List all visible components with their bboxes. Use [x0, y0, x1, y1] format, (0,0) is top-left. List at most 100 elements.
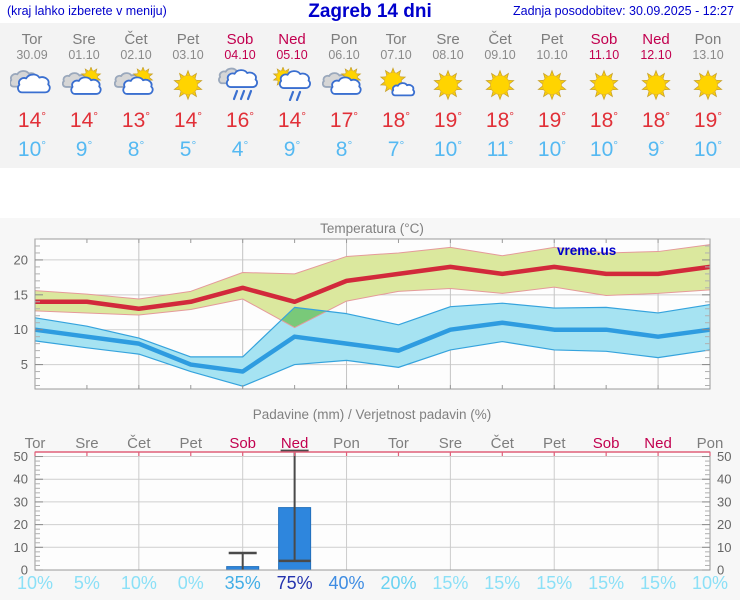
high-temp: 16° [225, 109, 255, 132]
temperature-chart: 5 10 15 20 [14, 238, 711, 390]
sunny-icon [630, 67, 682, 103]
day-name: Sre [436, 31, 460, 48]
day-column-sre-08.10[interactable]: Sre 08.10 19° 10° [422, 23, 474, 168]
high-temp: 18° [485, 109, 515, 132]
day-date: 05.10 [276, 48, 308, 62]
precip-probability-label: 20% [380, 573, 416, 593]
precip-probability-label: 75% [277, 573, 313, 593]
low-temp: 10° [693, 138, 723, 161]
day-name: Tor [21, 31, 43, 48]
day-column-tor-07.10[interactable]: Tor 07.10 18° 7° [370, 23, 422, 168]
high-temp: 14° [173, 109, 203, 132]
day-column-sob-04.10[interactable]: Sob 04.10 16° 4° [214, 23, 266, 168]
day-column-pon-13.10[interactable]: Pon 13.10 19° 10° [682, 23, 734, 168]
partly-cloudy-icon [318, 66, 370, 103]
precip-probability-label: 15% [536, 573, 572, 593]
low-temp: 8° [335, 138, 353, 161]
sunny-icon [682, 67, 734, 103]
day-column-tor-30.09[interactable]: Tor 30.09 14° 10° [6, 23, 58, 168]
precip-y-tick-label: 50 [14, 449, 28, 464]
precip-day-label: Pon [697, 435, 724, 452]
low-temp: 11° [486, 138, 514, 161]
precip-probability-label: 10% [17, 573, 53, 593]
day-date: 10.10 [536, 48, 568, 62]
precip-y-tick-label: 0 [21, 563, 28, 578]
precip-day-label: Sre [75, 435, 98, 452]
temp-y-tick-label: 10 [14, 322, 28, 337]
low-temp: 9° [75, 138, 93, 161]
day-column-sob-11.10[interactable]: Sob 11.10 18° 10° [578, 23, 630, 168]
day-column-ned-12.10[interactable]: Ned 12.10 18° 9° [630, 23, 682, 168]
low-temp: 10° [589, 138, 619, 161]
mostly-sunny-icon [370, 67, 422, 103]
high-temp: 13° [121, 109, 151, 132]
day-date: 06.10 [328, 48, 360, 62]
high-temp: 18° [641, 109, 671, 132]
precip-probability-label: 10% [692, 573, 728, 593]
precip-probability-label: 5% [74, 573, 100, 593]
temp-y-tick-label: 20 [14, 252, 28, 267]
day-date: 04.10 [224, 48, 256, 62]
low-temp: 10° [17, 138, 47, 161]
high-temp: 18° [381, 109, 411, 132]
precip-y-tick-label: 30 [717, 494, 731, 509]
precip-day-label: Čet [491, 435, 515, 452]
temperature-chart-title: Temperatura (°C) [320, 221, 424, 236]
day-column-pon-06.10[interactable]: Pon 06.10 17° 8° [318, 23, 370, 168]
day-date: 30.09 [16, 48, 48, 62]
location-menu-hint: (kraj lahko izberete v meniju) [7, 4, 167, 18]
high-temp: 18° [589, 109, 619, 132]
sunny-icon [162, 67, 214, 103]
day-name: Pon [330, 31, 358, 48]
charts-svg: Temperatura (°C) 5 10 15 20 vreme.us Padavi… [14, 221, 732, 593]
day-column-pet-03.10[interactable]: Pet 03.10 14° 5° [162, 23, 214, 168]
precipitation-chart-title: Padavine (mm) / Verjetnost padavin (%) [253, 407, 492, 422]
low-temp: 10° [433, 138, 463, 161]
sunny-icon [422, 67, 474, 103]
precip-probability-label: 15% [640, 573, 676, 593]
precip-y-tick-label: 10 [14, 540, 28, 555]
header-bar: (kraj lahko izberete v meniju) Zagreb 14… [0, 0, 740, 23]
high-temp: 14° [69, 109, 99, 132]
day-name: Ned [642, 31, 670, 48]
day-column-sre-01.10[interactable]: Sre 01.10 14° 9° [58, 23, 110, 168]
day-date: 01.10 [68, 48, 100, 62]
band-overlap [281, 307, 326, 328]
low-temp: 7° [387, 138, 405, 161]
max-temp-line [35, 264, 711, 312]
precip-day-label: Tor [388, 435, 409, 452]
precip-probability-label: 15% [484, 573, 520, 593]
high-temp: 19° [537, 109, 567, 132]
precip-day-label: Ned [281, 435, 309, 452]
low-temp: 8° [127, 138, 145, 161]
precip-y-tick-label: 0 [717, 563, 724, 578]
day-date: 02.10 [120, 48, 152, 62]
precip-probability-label: 15% [432, 573, 468, 593]
temp-y-tick-label: 15 [14, 287, 28, 302]
precip-day-label: Pet [180, 435, 203, 452]
day-date: 07.10 [380, 48, 412, 62]
day-column-čet-09.10[interactable]: Čet 09.10 18° 11° [474, 23, 526, 168]
precip-day-label: Tor [25, 435, 46, 452]
day-date: 13.10 [692, 48, 724, 62]
day-column-čet-02.10[interactable]: Čet 02.10 13° 8° [110, 23, 162, 168]
min-temp-line [34, 320, 711, 374]
temp-y-tick-label: 5 [21, 357, 28, 372]
day-column-ned-05.10[interactable]: Ned 05.10 14° 9° [266, 23, 318, 168]
sun-shower-icon [266, 66, 318, 103]
low-temp: 4° [231, 138, 249, 161]
low-temp: 9° [283, 138, 301, 161]
precip-probability-label: 0% [178, 573, 204, 593]
charts-panel: Temperatura (°C) 5 10 15 20 vreme.us Padavi… [0, 218, 740, 600]
precip-probability-label: 15% [588, 573, 624, 593]
forecast-strip: Tor 30.09 14° 10° Sre 01.10 14° 9° Čet 02.10 13° 8°… [0, 23, 740, 168]
sunny-icon [474, 67, 526, 103]
day-name: Sre [72, 31, 96, 48]
precip-y-tick-label: 20 [717, 517, 731, 532]
day-column-pet-10.10[interactable]: Pet 10.10 19° 10° [526, 23, 578, 168]
day-name: Tor [385, 31, 407, 48]
low-temp: 10° [537, 138, 567, 161]
page-title: Zagreb 14 dni [308, 1, 432, 22]
high-temp: 17° [329, 109, 359, 132]
day-date: 11.10 [588, 48, 620, 62]
